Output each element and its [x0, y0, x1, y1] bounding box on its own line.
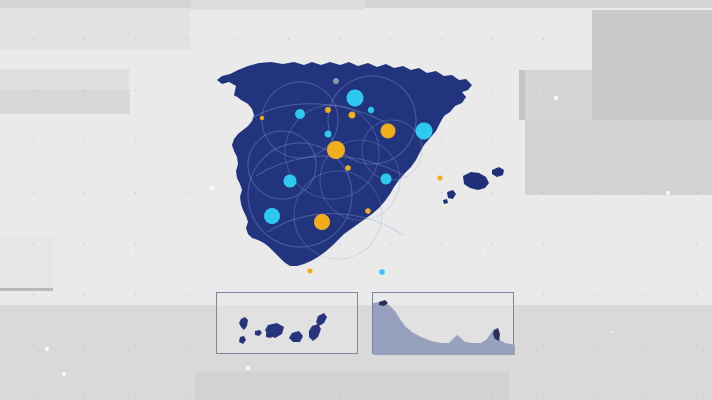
background-speck	[246, 366, 250, 370]
marker-navarra	[348, 111, 356, 119]
map-ring	[327, 75, 417, 165]
marker-madrid	[327, 141, 345, 159]
balearic-islands	[443, 167, 504, 204]
bg-panel-top-mid-block	[190, 0, 365, 10]
map-ring-overlays	[247, 75, 423, 260]
marker-extremadura	[283, 174, 297, 188]
melilla-marker	[493, 328, 500, 341]
bg-panel-left-block-edge	[0, 288, 53, 291]
background-speck	[210, 186, 214, 190]
map-ring	[284, 104, 380, 200]
marker-aragon	[380, 123, 396, 139]
bg-panel-right-lower-fade	[525, 120, 712, 195]
marker-castilla-leon	[324, 130, 332, 138]
marker-huelva	[264, 208, 280, 224]
background-speck	[610, 330, 614, 334]
bg-panel-left-block-mid	[0, 236, 53, 291]
bg-panel-left-band-c	[0, 90, 130, 114]
marker-pais-vasco	[346, 89, 364, 107]
map-ring	[247, 130, 317, 200]
marker-andalucia	[314, 214, 330, 230]
marker-asturias	[295, 109, 305, 119]
background-speck	[666, 191, 670, 195]
background-speck	[554, 96, 558, 100]
marker-murcia	[365, 208, 371, 214]
bg-panel-bottom-sub-band	[195, 372, 510, 400]
background-speck	[483, 249, 487, 253]
map-arc	[251, 103, 393, 127]
map-ring	[361, 119, 423, 181]
background-speck	[130, 251, 134, 255]
canary-islands-inset	[216, 292, 358, 354]
marker-cuenca	[345, 165, 351, 171]
map-markers	[259, 78, 443, 275]
marker-baleares-small	[437, 175, 443, 181]
marker-cantabria	[325, 107, 331, 113]
map-ring	[319, 139, 401, 221]
map-arc	[267, 213, 405, 237]
map-ring	[247, 142, 353, 248]
canary-island-shapes	[239, 313, 327, 344]
bg-panel-top-left-block	[0, 8, 190, 50]
background-speck	[45, 347, 49, 351]
marker-rioja	[367, 106, 375, 114]
bg-panel-right-sub-panel2	[519, 70, 525, 120]
marker-south-cyan	[379, 269, 385, 275]
map-ring	[293, 170, 383, 260]
marker-noise-top	[333, 78, 339, 84]
marker-cataluna	[415, 122, 433, 140]
ceuta-marker	[379, 300, 388, 306]
marker-valencia	[380, 173, 392, 185]
marker-south-amber	[307, 268, 313, 274]
north-africa-inset	[372, 292, 515, 355]
marker-galicia-small	[259, 115, 265, 121]
bg-panel-right-sub-panel	[519, 70, 592, 120]
background-speck	[62, 372, 66, 376]
